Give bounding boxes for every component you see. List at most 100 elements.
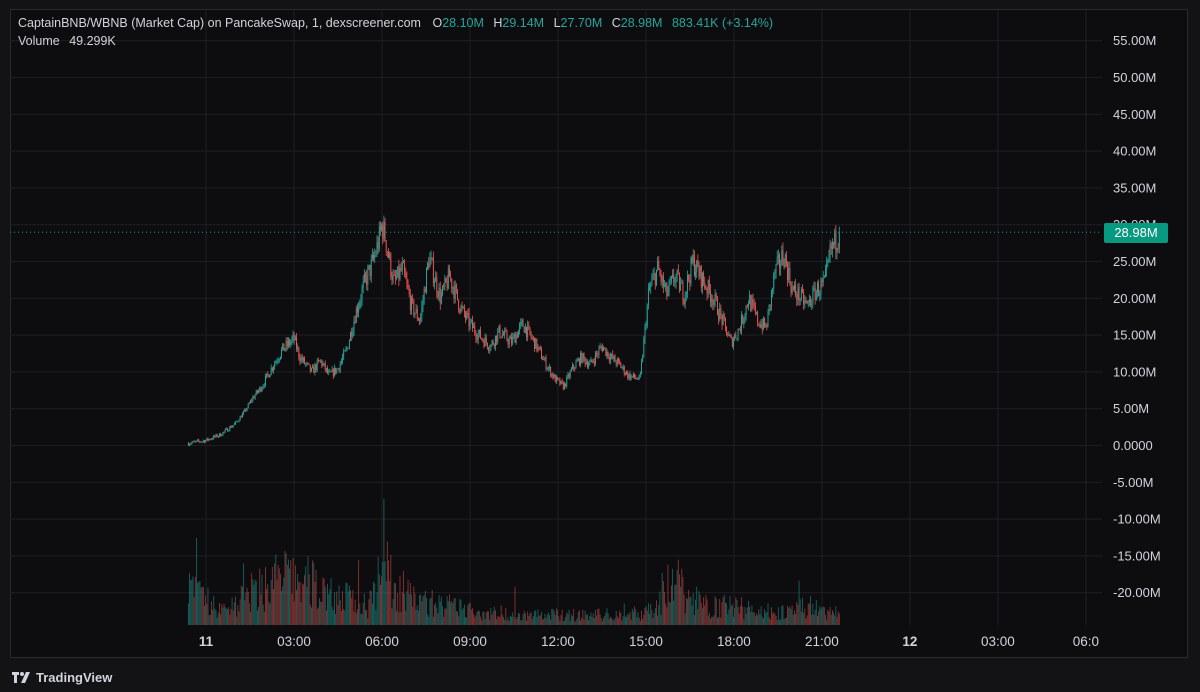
volume-bar — [683, 594, 685, 625]
volume-bar — [610, 616, 611, 625]
candle-body — [380, 226, 381, 230]
volume-bar — [514, 586, 516, 625]
candle-body — [243, 411, 245, 414]
volume-bar — [491, 614, 493, 625]
candle-body — [758, 323, 760, 325]
candle-body — [817, 283, 818, 292]
candle-body — [362, 281, 364, 288]
volume-bar — [202, 586, 204, 625]
volume-bar — [587, 614, 588, 625]
volume-bar — [429, 598, 431, 625]
candle-body — [397, 266, 399, 278]
candle-body — [752, 299, 754, 303]
volume-bar — [246, 587, 248, 625]
volume-bar — [684, 613, 686, 625]
volume-bar — [392, 599, 394, 625]
candle-body — [814, 287, 816, 300]
candle-body — [799, 299, 801, 301]
volume-bar — [559, 620, 561, 625]
candle-body — [643, 338, 645, 357]
volume-bar — [439, 601, 441, 625]
volume-value: 49.299K — [69, 34, 116, 48]
volume-bar — [821, 607, 823, 625]
volume-bar — [815, 600, 817, 625]
volume-bar — [414, 593, 416, 625]
x-axis: 11 03:00 06:00 09:00 12:00 15:00 18:00 21:00 12 0… — [199, 634, 1099, 649]
candle-body — [266, 373, 268, 377]
candle-body — [785, 255, 787, 265]
candle-body — [512, 336, 514, 344]
candle-body — [605, 347, 607, 356]
candle-body — [355, 308, 357, 323]
candle-body — [570, 368, 572, 372]
candle-body — [611, 353, 613, 357]
symbol-title[interactable]: CaptainBNB/WBNB (Market Cap) on PancakeS… — [18, 16, 421, 30]
candle-body — [759, 324, 761, 328]
volume-bar — [781, 605, 783, 625]
volume-bar — [710, 618, 711, 625]
candle-body — [449, 268, 450, 277]
volume-bar — [689, 597, 691, 625]
candle-body — [414, 312, 416, 315]
volume-bar — [819, 606, 821, 625]
volume-bar — [424, 590, 426, 625]
candle-body — [214, 435, 216, 437]
candle-body — [202, 440, 204, 442]
candle-body — [566, 376, 568, 387]
volume-bar — [551, 609, 553, 625]
volume-bar — [630, 619, 632, 625]
candle-body — [299, 357, 301, 362]
candle-body — [359, 302, 361, 308]
candle-body — [411, 297, 412, 311]
candle-body — [587, 362, 588, 368]
candle-body — [522, 320, 524, 327]
volume-bar — [452, 603, 454, 625]
candle-body — [827, 259, 829, 264]
candle-body — [476, 338, 478, 340]
volume-bar — [339, 600, 341, 625]
candle-body — [597, 354, 599, 355]
volume-legend: Volume 49.299K — [18, 34, 116, 48]
candle-body — [247, 403, 249, 408]
candle-body — [530, 333, 532, 338]
candle-body — [780, 264, 782, 268]
volume-bar — [595, 609, 596, 625]
volume-bar — [230, 608, 232, 625]
volume-bar — [636, 617, 638, 625]
volume-bar — [328, 594, 330, 625]
volume-bar — [454, 598, 456, 625]
candle-body — [192, 441, 194, 443]
candle-body — [669, 280, 671, 282]
candle-body — [665, 283, 667, 287]
volume-bar — [603, 618, 605, 625]
volume-bar — [645, 606, 647, 625]
volume-bar — [734, 607, 736, 625]
volume-bar — [760, 606, 762, 625]
volume-bar — [647, 603, 649, 625]
volume-bar — [368, 599, 370, 625]
candle-body — [353, 321, 355, 332]
volume-bar — [547, 612, 549, 625]
volume-bar — [774, 613, 776, 625]
volume-bar — [436, 607, 438, 625]
volume-bar — [450, 602, 452, 625]
candle-body — [261, 388, 263, 392]
candle-body — [812, 288, 814, 305]
candle-body — [382, 224, 384, 239]
candle-body — [348, 340, 350, 349]
candle-body — [455, 284, 457, 290]
tradingview-branding[interactable]: TradingView — [12, 668, 112, 686]
candle-body — [312, 366, 314, 369]
volume-label[interactable]: Volume — [18, 34, 60, 48]
volume-bar — [554, 615, 556, 625]
volume-bar — [359, 603, 361, 625]
volume-bar — [765, 612, 767, 625]
candle-body — [198, 440, 200, 442]
candle-body — [520, 321, 522, 326]
volume-bar — [489, 619, 491, 625]
candle-body — [490, 344, 492, 350]
volume-bar — [673, 600, 675, 625]
candle-body — [253, 397, 255, 399]
volume-bar — [777, 607, 779, 625]
